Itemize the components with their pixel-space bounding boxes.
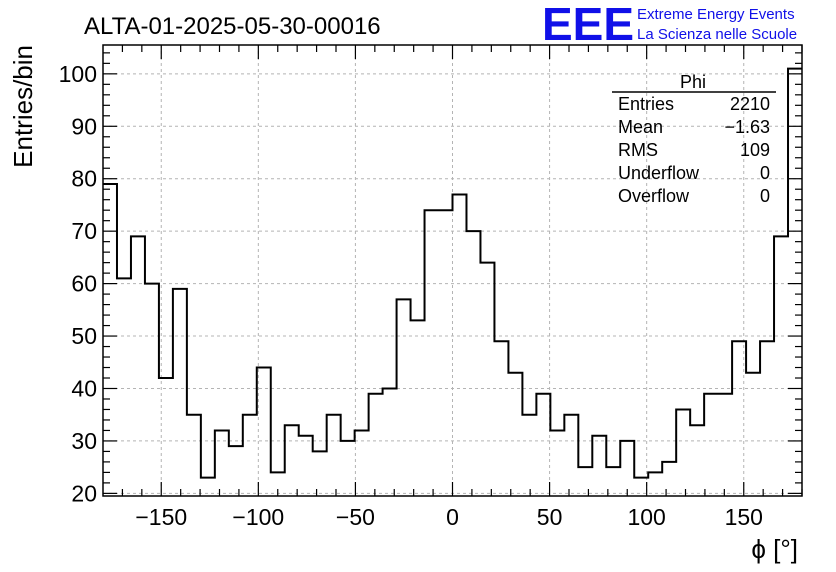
histogram-bin [201, 478, 215, 496]
stats-value: 109 [740, 140, 770, 160]
histogram-bin [704, 394, 718, 496]
x-axis-label: ϕ [°] [751, 534, 798, 564]
x-tick-label: 150 [725, 504, 763, 530]
eee-logo: EEE Extreme Energy Events La Scienza nel… [542, 0, 797, 50]
histogram-bin [215, 430, 229, 496]
y-tick-label: 80 [71, 166, 97, 192]
histogram-bin [788, 69, 802, 496]
histogram-bin [173, 289, 187, 496]
stats-value: −1.63 [724, 117, 770, 137]
histogram-bin [355, 430, 369, 496]
histogram-bin [494, 341, 508, 496]
x-tick-label: −100 [232, 504, 284, 530]
stats-value: 0 [760, 163, 770, 183]
stats-label: RMS [618, 140, 658, 160]
histogram-bin [550, 430, 564, 496]
histogram-bin [187, 415, 201, 496]
logo-line-2: La Scienza nelle Scuole [637, 26, 797, 43]
histogram-bin [774, 236, 788, 496]
stats-value: 2210 [730, 94, 770, 114]
x-tick-label: 0 [446, 504, 459, 530]
grid [103, 45, 802, 496]
histogram-bin [257, 368, 271, 496]
histogram-outline [103, 67, 802, 479]
histogram-bin [243, 415, 257, 496]
histogram-bin [508, 373, 522, 496]
chart-title: ALTA-01-2025-05-30-00016 [84, 13, 381, 40]
histogram-bin [383, 388, 397, 496]
histogram-bin [592, 436, 606, 496]
histogram-bin [732, 341, 746, 496]
histogram-bin [746, 373, 760, 496]
logo-line-1: Extreme Energy Events [637, 6, 795, 23]
y-tick-label: 20 [71, 480, 97, 506]
histogram-bin [397, 299, 411, 496]
stats-label: Entries [618, 94, 674, 114]
histogram-bin [718, 394, 732, 496]
stats-box: Phi Entries 2210 Mean −1.63 RMS 109 Underflow 0… [612, 72, 776, 206]
histogram-bin [341, 441, 355, 496]
y-tick-label: 30 [71, 428, 97, 454]
histogram-bin [676, 409, 690, 496]
y-tick-label: 70 [71, 218, 97, 244]
stats-label: Underflow [618, 163, 700, 183]
histogram-bin [117, 278, 131, 496]
eee-logo-text: EEE [542, 0, 634, 50]
stats-title: Phi [680, 72, 706, 92]
histogram-bin [760, 341, 774, 496]
histogram-bin [536, 394, 550, 496]
histogram-bin [690, 425, 704, 496]
histogram-bin [564, 415, 578, 496]
histogram-bin [466, 231, 480, 496]
histogram-series [103, 67, 802, 496]
histogram-bin [425, 210, 439, 496]
y-tick-label: 100 [59, 61, 97, 87]
histogram-bin [439, 210, 453, 496]
histogram-bin [620, 441, 634, 496]
x-tick-label: −150 [135, 504, 187, 530]
histogram-bin [229, 446, 243, 496]
histogram-bin [662, 462, 676, 496]
histogram-bin [145, 284, 159, 496]
y-tick-label: 60 [71, 271, 97, 297]
y-tick-label: 40 [71, 375, 97, 401]
histogram-bin [453, 194, 467, 496]
x-tick-label: 100 [627, 504, 665, 530]
x-tick-label: 50 [537, 504, 563, 530]
histogram-bin [327, 415, 341, 496]
histogram-bin [648, 472, 662, 496]
histogram-bin [131, 236, 145, 496]
histogram-bin [522, 415, 536, 496]
stats-label: Mean [618, 117, 663, 137]
histogram-bin [411, 320, 425, 496]
histogram-bin [299, 436, 313, 496]
stats-value: 0 [760, 186, 770, 206]
histogram-bin [159, 378, 173, 496]
histogram-bin [285, 425, 299, 496]
y-axis-label: Entries/bin [8, 45, 38, 168]
y-tick-label: 50 [71, 323, 97, 349]
stats-label: Overflow [618, 186, 690, 206]
axes: −150 −100 −50 0 50 100 150 20 30 40 50 60 70 80 90 100 [59, 44, 803, 530]
histogram-bin [369, 394, 383, 496]
histogram-bin [313, 451, 327, 496]
histogram-bin [578, 467, 592, 496]
x-tick-label: −50 [336, 504, 375, 530]
histogram-bin [480, 263, 494, 496]
stats-rows: Entries 2210 Mean −1.63 RMS 109 Underflow 0 Over… [618, 94, 770, 206]
y-tick-label: 90 [71, 113, 97, 139]
